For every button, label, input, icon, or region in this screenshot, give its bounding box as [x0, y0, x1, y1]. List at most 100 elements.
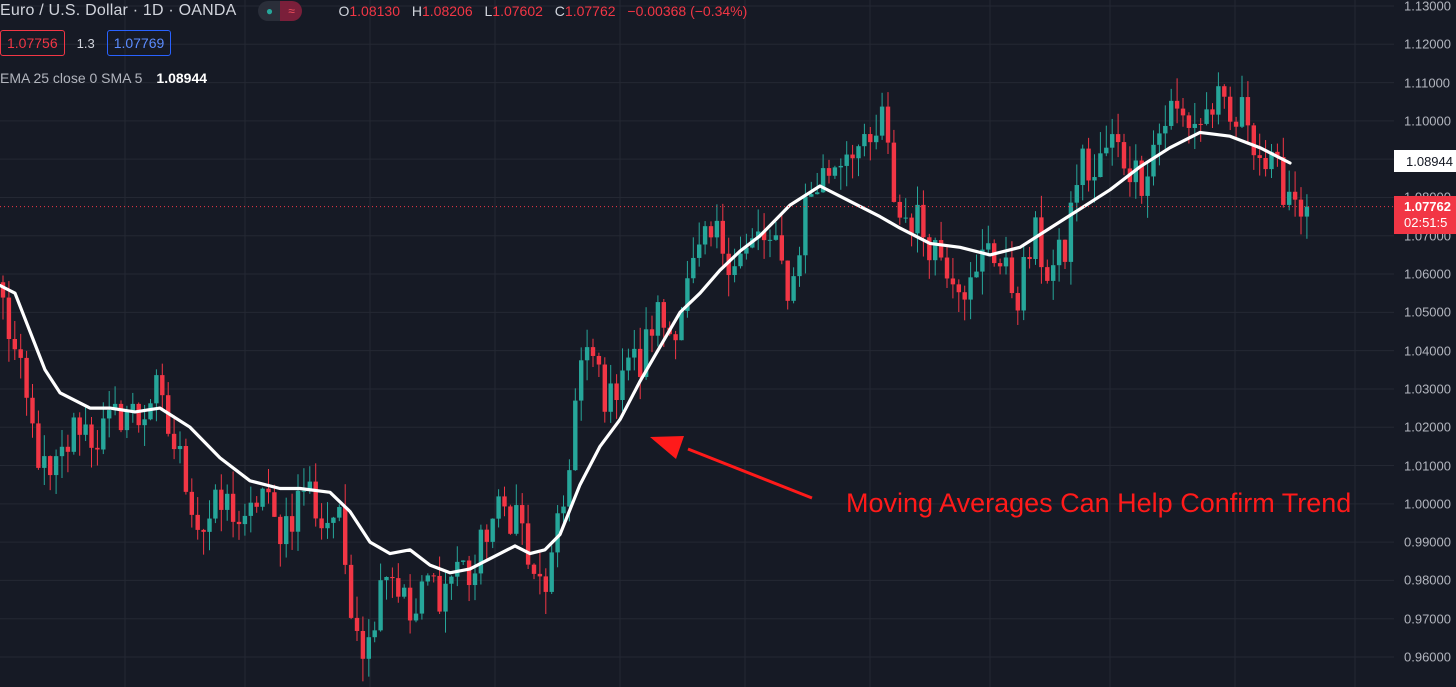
- candle-body: [295, 490, 301, 532]
- indicator-name[interactable]: EMA 25 close 0 SMA 5: [0, 70, 143, 86]
- candle-body: [1074, 185, 1079, 203]
- open-label: O: [338, 3, 350, 19]
- candle-body: [986, 243, 991, 250]
- candle-body: [354, 617, 360, 631]
- price-tick-label: 0.99000: [1404, 534, 1451, 550]
- candle-body: [1169, 100, 1174, 126]
- candle-body: [1003, 257, 1009, 267]
- candle-body: [1121, 142, 1127, 169]
- candle-body: [337, 507, 342, 518]
- candle-body: [101, 418, 106, 450]
- candle-body: [1151, 144, 1156, 177]
- candle-body: [207, 518, 212, 532]
- candle-body: [6, 297, 12, 339]
- candle-body: [1163, 125, 1168, 134]
- candle-body: [230, 493, 236, 522]
- candle-body: [1275, 151, 1280, 158]
- price-tick-label: 1.04000: [1404, 343, 1451, 359]
- candle-body: [602, 364, 607, 412]
- candle-body: [832, 167, 838, 176]
- candle-body: [520, 505, 525, 524]
- open-value: 1.08130: [349, 3, 400, 19]
- candle-body: [1027, 257, 1032, 260]
- candle-body: [850, 154, 855, 159]
- candle-body: [785, 260, 790, 301]
- candle-body: [42, 456, 47, 468]
- candle-body: [201, 529, 206, 532]
- candle-body: [820, 168, 826, 193]
- candle-body: [360, 630, 366, 659]
- candle-body: [189, 491, 194, 515]
- candle-body: [773, 235, 779, 240]
- candle-body: [879, 106, 885, 136]
- candle-body: [685, 278, 690, 311]
- candle-body: [744, 247, 749, 254]
- candle-body: [496, 496, 501, 519]
- status-pill[interactable]: ● ≈: [258, 1, 303, 21]
- price-axis[interactable]: 1.130001.120001.110001.100001.090001.080…: [1394, 0, 1456, 687]
- bar-countdown: 02:51:5: [1404, 215, 1448, 230]
- low-label: L: [484, 3, 493, 19]
- candle-body: [107, 410, 112, 419]
- candle-body: [59, 446, 65, 457]
- indicator-legend[interactable]: EMA 25 close 0 SMA 5 1.08944: [0, 68, 207, 88]
- wave-icon: ≈: [280, 1, 303, 21]
- candle-body: [549, 552, 554, 592]
- symbol-title[interactable]: Euro / U.S. Dollar · 1D · OANDA: [0, 2, 237, 19]
- candle-body: [1051, 265, 1056, 281]
- candle-body: [213, 489, 218, 519]
- candle-body: [1269, 151, 1274, 170]
- candle-body: [1110, 134, 1115, 148]
- candle-body: [53, 456, 59, 476]
- candle-body: [366, 637, 371, 659]
- candle-body: [378, 580, 383, 631]
- candle-body: [761, 231, 767, 241]
- buy-button[interactable]: 1.07769: [106, 30, 172, 56]
- price-tick-label: 1.11000: [1404, 75, 1451, 91]
- candle-body: [95, 447, 100, 450]
- sell-button[interactable]: 1.07756: [0, 30, 65, 56]
- candle-body: [18, 349, 23, 358]
- candle-body: [1210, 109, 1215, 115]
- candle-body: [1239, 97, 1245, 127]
- price-tick-label: 0.97000: [1404, 611, 1451, 627]
- candle-body: [1092, 177, 1097, 181]
- candle-body: [1245, 97, 1251, 126]
- ema-line: [0, 130, 1292, 575]
- candle-body: [543, 576, 548, 592]
- candle-body: [183, 446, 189, 492]
- candle-body: [1192, 123, 1197, 128]
- candle-body: [396, 578, 401, 597]
- candle-body: [1068, 202, 1074, 262]
- candle-body: [461, 560, 466, 562]
- candle-body: [171, 433, 177, 450]
- candle-body: [897, 201, 902, 218]
- candle-body: [537, 573, 543, 577]
- candle-body: [65, 446, 71, 452]
- candle-body: [219, 489, 224, 510]
- candle-body: [691, 257, 696, 279]
- candle-body: [30, 397, 35, 424]
- candle-body: [567, 470, 572, 507]
- candle-body: [1015, 293, 1020, 311]
- candle-body: [83, 424, 88, 435]
- candle-body: [891, 142, 897, 202]
- candle-body: [443, 583, 448, 612]
- candle-body: [590, 347, 596, 356]
- candle-body: [12, 338, 17, 350]
- candle-body: [272, 492, 277, 517]
- candle-body: [1009, 257, 1015, 294]
- candle-body: [343, 507, 348, 565]
- candle-body: [962, 292, 967, 300]
- candle-body: [1298, 199, 1304, 217]
- ema-price-tag: 1.08944: [1394, 150, 1456, 172]
- price-chart[interactable]: [0, 0, 1394, 687]
- symbol-legend: Euro / U.S. Dollar · 1D · OANDA ● ≈ O1.0…: [0, 0, 747, 22]
- candle-body: [679, 310, 684, 341]
- candle-body: [626, 357, 631, 371]
- spread-value: 1.3: [76, 35, 95, 51]
- candle-body: [844, 154, 849, 166]
- candle-body: [803, 196, 808, 256]
- candle-body: [756, 231, 761, 239]
- candle-body: [815, 192, 820, 195]
